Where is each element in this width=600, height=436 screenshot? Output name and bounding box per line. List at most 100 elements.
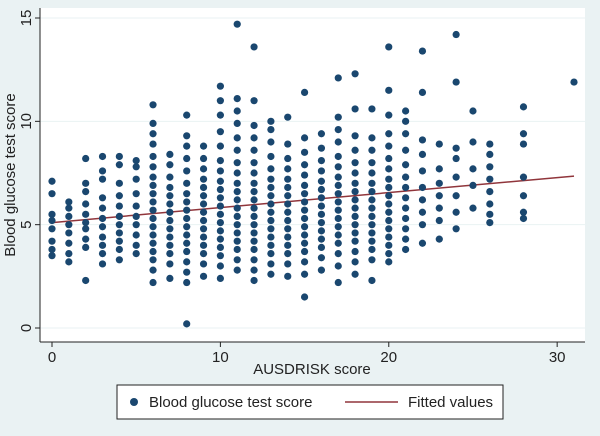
data-point [452,30,460,39]
data-point [284,140,292,148]
data-point [233,221,241,229]
data-point [183,179,191,187]
data-point [166,183,174,192]
data-point [368,212,376,220]
data-point [48,177,56,185]
data-point [284,192,292,200]
data-point [385,208,393,216]
data-point [132,221,140,229]
data-point [115,192,123,200]
data-point [267,233,275,241]
data-point [115,179,123,187]
data-point [519,173,528,181]
data-point [233,146,241,154]
data-point [250,266,258,274]
data-point [115,256,123,264]
data-point [216,219,224,227]
data-point [149,130,157,138]
data-point [250,212,258,220]
data-point [486,200,494,208]
data-point [469,181,477,189]
data-point [149,247,157,256]
data-point [351,247,359,256]
data-point [334,126,342,134]
data-point [267,270,275,278]
data-point [300,293,309,301]
data-point [351,146,359,154]
data-point [82,210,90,218]
data-point [267,117,275,125]
data-point [368,256,376,264]
data-point [216,185,224,194]
data-point [334,206,342,214]
data-point [115,212,123,220]
data-point [452,154,460,163]
data-point [267,183,275,192]
data-point [233,20,241,28]
data-point [284,175,292,183]
data-point [233,266,241,274]
legend: Blood glucose test score Fitted values [116,384,504,420]
data-point [199,216,208,225]
data-point [351,258,359,266]
data-point [149,152,157,161]
data-point [334,181,342,189]
data-point [149,181,157,189]
data-point [300,148,309,156]
data-point [334,163,342,171]
data-point [233,159,241,167]
data-point [149,214,157,223]
data-point [385,241,393,249]
data-point [48,210,56,218]
data-point [519,192,528,200]
data-point [300,214,309,223]
data-point [98,204,107,212]
data-point [115,237,123,245]
data-point [334,74,342,82]
data-point [166,241,174,249]
data-point [98,175,107,183]
data-point [149,231,157,239]
data-point [199,192,208,200]
data-point [300,223,309,231]
data-point [368,179,376,187]
data-point [233,212,241,220]
data-point [334,262,342,270]
data-point [267,192,275,200]
data-point [132,212,140,220]
data-point [216,202,224,210]
data-point [199,225,208,233]
data-point [368,196,376,204]
data-point [486,210,494,218]
data-point [166,260,174,268]
data-point [368,204,376,212]
data-point [267,175,275,183]
data-point [149,239,157,247]
data-point [486,140,494,148]
data-point [250,229,258,237]
data-point [82,225,90,233]
data-point [402,225,410,233]
data-point [368,159,376,167]
data-point [385,154,393,163]
data-point [250,256,258,264]
data-point [351,159,359,167]
y-tick-label: 0 [18,324,35,332]
data-point [199,241,208,249]
data-point [65,198,73,206]
x-tick-label: 30 [549,349,566,366]
data-point [351,204,359,212]
data-point [418,47,427,55]
data-point [418,167,427,175]
data-point [486,175,494,183]
data-point [385,43,393,51]
data-point [300,198,309,206]
data-point [385,225,393,233]
data-point [98,223,107,231]
data-point [570,78,578,86]
data-point [469,204,477,212]
data-point [98,194,107,202]
scatter-points [48,20,578,328]
data-point [65,229,73,237]
data-point [199,233,208,241]
